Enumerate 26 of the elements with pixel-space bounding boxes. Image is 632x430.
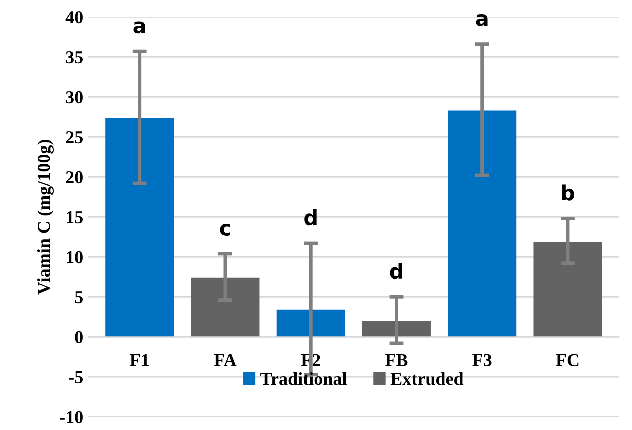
x-tick-label: F3 xyxy=(472,354,492,366)
y-tick-label: 20 xyxy=(66,171,83,184)
y-tick-label: -10 xyxy=(60,411,83,424)
x-tick-label: F2 xyxy=(301,354,320,366)
legend-label: Extruded xyxy=(390,372,464,386)
y-axis-title: Viamin C (mg/100g) xyxy=(37,140,54,295)
annotation: d xyxy=(390,263,402,280)
y-tick-label: -5 xyxy=(69,372,83,384)
y-tick-label: 30 xyxy=(66,91,83,104)
y-tick-label: 40 xyxy=(66,11,83,24)
y-tick-label: 5 xyxy=(75,292,83,304)
annotation: a xyxy=(134,22,146,34)
y-tick-label: 10 xyxy=(67,251,83,264)
y-tick-label: 35 xyxy=(66,52,83,64)
y-tick-label: 15 xyxy=(67,211,83,224)
annotation: b xyxy=(562,184,575,201)
annotation: d xyxy=(304,209,317,226)
legend-label: Traditional xyxy=(260,372,347,386)
annotation: a xyxy=(476,14,488,26)
x-tick-label: FC xyxy=(556,354,579,366)
x-tick-label: FA xyxy=(214,354,237,366)
y-tick-label: 0 xyxy=(75,331,83,344)
y-tick-label: 25 xyxy=(66,131,83,144)
x-tick-label: F1 xyxy=(130,354,149,366)
annotation: c xyxy=(220,224,230,236)
x-tick-label: FB xyxy=(386,354,408,366)
